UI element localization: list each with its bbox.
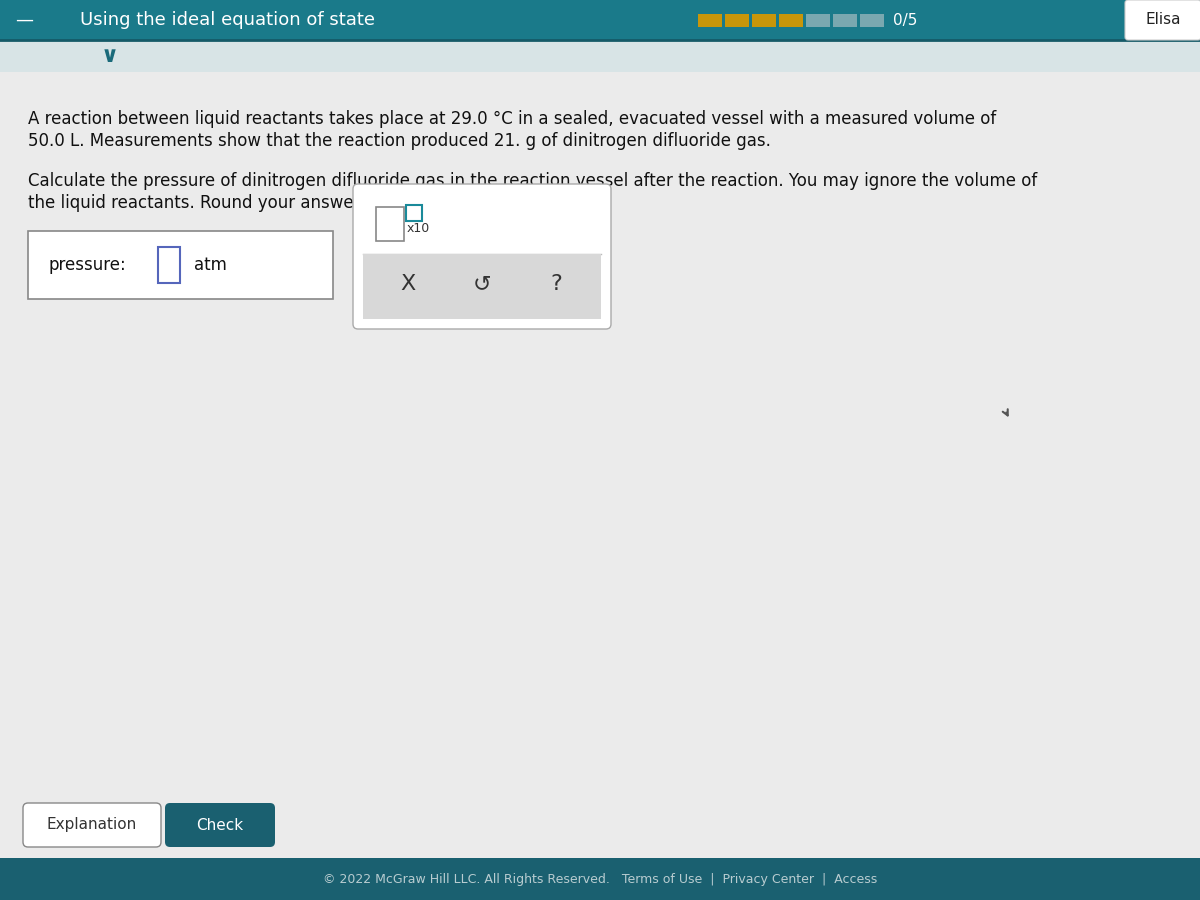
FancyBboxPatch shape — [353, 184, 611, 329]
Bar — [752, 14, 776, 26]
Text: Calculate the pressure of dinitrogen difluoride gas in the reaction vessel after: Calculate the pressure of dinitrogen dif… — [28, 172, 1037, 190]
FancyBboxPatch shape — [1126, 0, 1200, 40]
Bar — [0, 72, 1200, 858]
Bar — [0, 40, 1200, 72]
Text: the liquid reactants. Round your answer to 2 significant digits.: the liquid reactants. Round your answer … — [28, 194, 545, 212]
Bar — [364, 254, 601, 319]
Text: ↺: ↺ — [473, 274, 491, 294]
Bar — [0, 0, 1200, 40]
FancyBboxPatch shape — [23, 803, 161, 847]
Bar — [698, 14, 722, 26]
Text: ∨: ∨ — [101, 46, 119, 66]
Bar — [860, 14, 884, 26]
Text: 0/5: 0/5 — [893, 13, 917, 28]
Text: atm: atm — [194, 256, 227, 274]
Bar — [833, 14, 857, 26]
Bar — [779, 14, 803, 26]
Text: Using the ideal equation of state: Using the ideal equation of state — [80, 11, 374, 29]
Bar — [376, 207, 404, 241]
Text: 50.0 L. Measurements show that the reaction produced 21. g of dinitrogen difluor: 50.0 L. Measurements show that the react… — [28, 132, 770, 150]
Bar — [28, 231, 334, 299]
Bar — [406, 205, 422, 221]
Text: Elisa: Elisa — [1145, 13, 1181, 28]
Text: © 2022 McGraw Hill LLC. All Rights Reserved.   Terms of Use  |  Privacy Center  : © 2022 McGraw Hill LLC. All Rights Reser… — [323, 872, 877, 886]
FancyBboxPatch shape — [166, 803, 275, 847]
Bar — [158, 247, 180, 283]
Bar — [806, 14, 830, 26]
Text: ?: ? — [550, 274, 562, 294]
Text: —: — — [14, 11, 34, 29]
Text: x10: x10 — [407, 221, 431, 235]
Text: Check: Check — [197, 817, 244, 833]
Text: X: X — [401, 274, 415, 294]
Bar — [725, 14, 749, 26]
Text: pressure:: pressure: — [48, 256, 126, 274]
Text: A reaction between liquid reactants takes place at 29.0 °C in a sealed, evacuate: A reaction between liquid reactants take… — [28, 110, 996, 128]
Text: Explanation: Explanation — [47, 817, 137, 833]
Bar — [0, 858, 1200, 900]
